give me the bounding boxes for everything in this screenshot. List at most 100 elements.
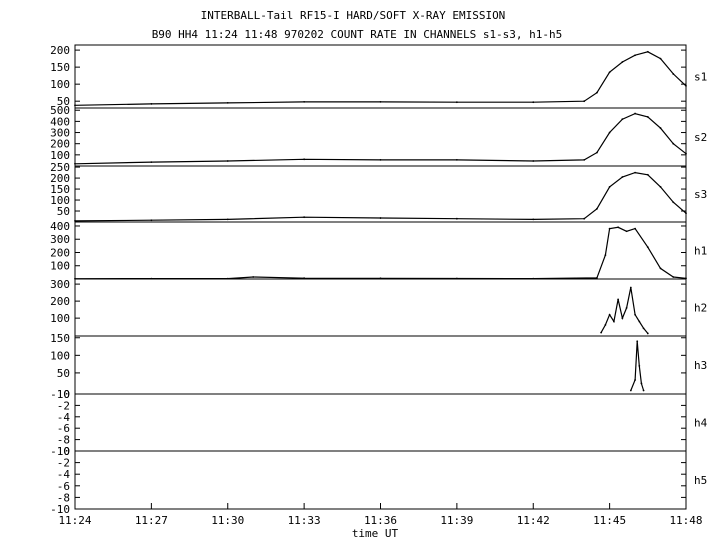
data-point xyxy=(646,246,649,249)
data-point xyxy=(604,254,607,257)
y-tick-label: -10 xyxy=(50,445,70,458)
x-ticks-group: 11:24 11:27 11:30 11:33 11:36 11:39 11:42 11:45… xyxy=(58,503,703,527)
data-point xyxy=(583,217,586,220)
y-tick-label: 100 xyxy=(50,312,70,325)
data-point xyxy=(595,207,598,210)
y-tick-label: 200 xyxy=(50,295,70,308)
data-point xyxy=(642,327,645,330)
data-point xyxy=(379,217,382,219)
y-tick-label: -6 xyxy=(57,480,70,493)
y-tick-label: 200 xyxy=(50,172,70,185)
data-point xyxy=(629,389,632,392)
y-tick-label: -2 xyxy=(57,457,70,470)
data-point xyxy=(303,216,306,219)
data-point xyxy=(634,171,636,174)
data-point xyxy=(74,220,76,222)
data-point xyxy=(74,104,76,107)
data-point xyxy=(672,201,675,204)
y-tick-label: 50 xyxy=(57,205,70,218)
data-point xyxy=(226,160,229,162)
data-point xyxy=(685,212,687,215)
panel-frame xyxy=(74,450,687,510)
data-point xyxy=(595,91,598,94)
series-line-h1 xyxy=(74,226,687,280)
y-tick-label: 50 xyxy=(57,367,70,380)
data-point xyxy=(600,331,603,334)
series-line-h3 xyxy=(630,341,645,391)
data-point xyxy=(685,84,687,87)
y-tick-label: -10 xyxy=(50,503,70,516)
y-tick-label: 100 xyxy=(50,149,70,162)
chart-title: INTERBALL-Tail RF15-I HARD/SOFT X-RAY EM… xyxy=(201,9,506,22)
x-axis-label: time UT xyxy=(352,527,399,540)
data-point xyxy=(646,332,649,335)
x-tick-label: 11:36 xyxy=(364,514,397,527)
data-point xyxy=(659,127,662,129)
x-tick-label: 11:48 xyxy=(669,514,702,527)
data-point xyxy=(646,50,649,53)
data-point xyxy=(608,185,611,188)
data-point xyxy=(617,298,620,301)
y-tick-label: -4 xyxy=(57,468,71,481)
series-line-s2 xyxy=(74,112,687,165)
data-point xyxy=(608,227,611,230)
y-tick-label: -6 xyxy=(57,422,70,435)
data-point xyxy=(621,317,624,320)
data-point xyxy=(659,185,662,188)
data-point xyxy=(455,158,458,161)
x-tick-label: 11:24 xyxy=(58,514,91,527)
y-tick-label: 0 xyxy=(63,445,70,458)
y-tick-label: 200 xyxy=(50,138,70,151)
data-point xyxy=(150,161,153,163)
y-tick-label: 300 xyxy=(50,278,70,291)
y-tick-label: -4 xyxy=(57,411,71,424)
data-point xyxy=(659,267,662,270)
panel-frame xyxy=(74,107,687,167)
y-tick-label: 200 xyxy=(50,44,70,57)
data-point xyxy=(379,158,382,161)
panel-label-h3: h3 xyxy=(694,359,707,372)
y-tick-label: -10 xyxy=(50,388,70,401)
data-point xyxy=(226,101,229,104)
data-point xyxy=(685,152,687,155)
chart-subtitle: B90 HH4 11:24 11:48 970202 COUNT RATE IN… xyxy=(152,28,563,41)
panel-label-s1: s1 xyxy=(694,71,707,84)
data-point xyxy=(621,176,624,178)
y-tick-label: 150 xyxy=(50,332,70,345)
data-point xyxy=(303,100,306,103)
panel-frame xyxy=(74,278,687,337)
data-point xyxy=(532,218,535,221)
panel-frame xyxy=(74,335,687,395)
x-tick-label: 11:30 xyxy=(211,514,244,527)
data-point xyxy=(583,100,586,103)
data-point xyxy=(672,73,675,75)
panel-label-h4: h4 xyxy=(694,417,708,430)
data-point xyxy=(226,218,229,221)
data-point xyxy=(150,219,153,222)
x-tick-label: 11:42 xyxy=(517,514,550,527)
data-point xyxy=(595,151,598,154)
data-point xyxy=(621,118,624,121)
y-tick-label: 100 xyxy=(50,78,70,91)
data-point xyxy=(612,320,615,323)
data-point xyxy=(532,101,535,104)
panel-frame xyxy=(74,221,687,280)
data-point xyxy=(629,286,632,289)
data-point xyxy=(604,324,607,326)
data-point xyxy=(638,320,641,323)
panel-label-s2: s2 xyxy=(694,131,707,144)
data-point xyxy=(646,116,649,118)
panel-label-h5: h5 xyxy=(694,474,707,487)
data-point xyxy=(642,389,645,392)
y-tick-label: 150 xyxy=(50,61,70,74)
panels-group: 50100150200s1100200300400500s25010015020… xyxy=(50,44,707,516)
data-point xyxy=(532,160,535,162)
panel-label-h2: h2 xyxy=(694,302,707,315)
x-tick-label: 11:45 xyxy=(593,514,626,527)
y-tick-label: -8 xyxy=(57,434,70,447)
y-tick-label: 500 xyxy=(50,104,70,117)
data-point xyxy=(608,313,611,316)
